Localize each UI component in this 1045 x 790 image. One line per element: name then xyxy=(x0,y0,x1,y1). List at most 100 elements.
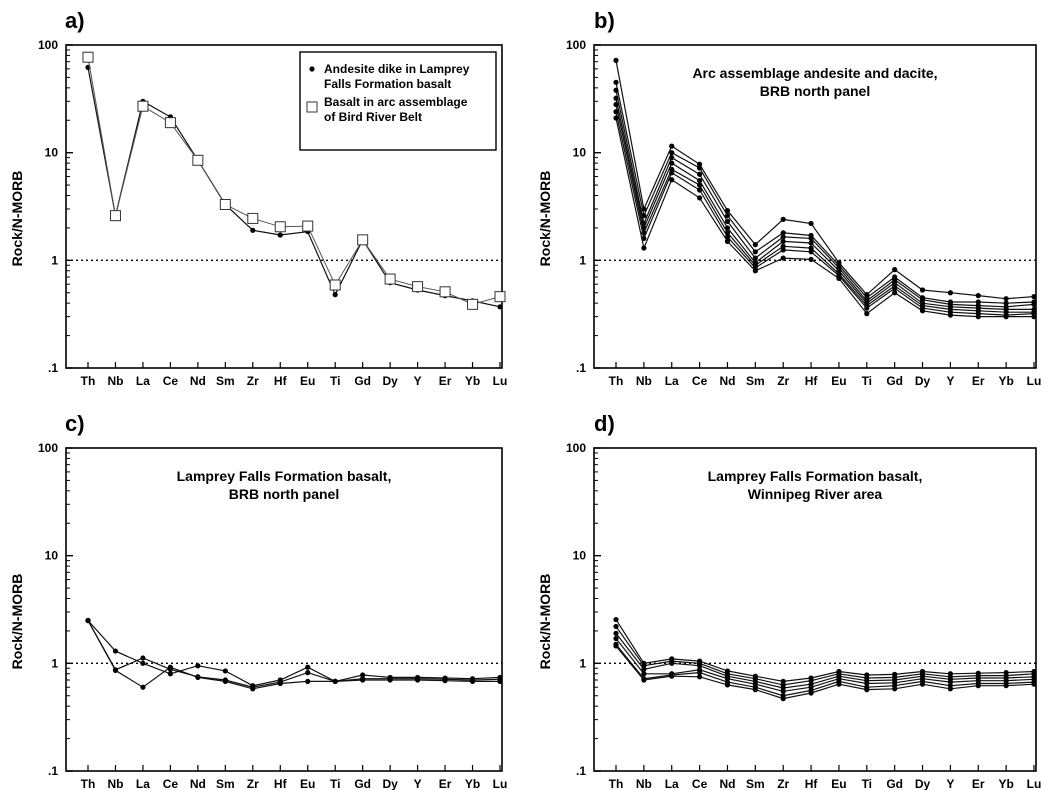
data-point xyxy=(1003,683,1009,689)
x-tick-label: Lu xyxy=(493,374,508,388)
data-point xyxy=(919,308,926,314)
x-tick-label: Ce xyxy=(163,374,179,388)
data-point xyxy=(277,232,283,238)
data-point xyxy=(613,57,619,63)
data-point xyxy=(892,285,898,291)
panel-letter: c) xyxy=(65,411,85,436)
series-line xyxy=(615,645,1035,700)
data-point xyxy=(808,235,814,241)
x-tick-label: Sm xyxy=(216,777,235,790)
x-tick-label: La xyxy=(136,777,150,790)
data-point xyxy=(780,247,786,253)
y-tick-label: 100 xyxy=(38,38,58,52)
data-point xyxy=(752,687,758,693)
data-point xyxy=(947,686,954,692)
x-tick-label: Nd xyxy=(190,374,206,388)
y-tick-label: 1 xyxy=(51,656,58,670)
data-point xyxy=(724,682,731,688)
series-line xyxy=(615,90,1035,308)
series-line xyxy=(615,104,1034,313)
data-point xyxy=(975,293,981,299)
x-tick-label: Gd xyxy=(886,777,903,790)
data-point xyxy=(442,678,448,684)
panel-title: Arc assemblage andesite and dacite, xyxy=(692,65,937,81)
x-tick-label: Hf xyxy=(274,374,288,388)
x-tick-label: Ce xyxy=(692,777,708,790)
x-tick-label: Zr xyxy=(777,777,789,790)
data-point xyxy=(697,178,703,184)
data-point xyxy=(724,213,731,219)
data-point xyxy=(469,678,476,684)
data-point xyxy=(780,688,786,694)
data-point xyxy=(697,171,703,177)
chart-panel-4: d) 100 10 1 .1 Rock/N-MORB Th Nb La Ce Nd Sm Zr Hf Eu T… xyxy=(537,411,1041,790)
x-tick-label: Eu xyxy=(300,374,315,388)
series-line xyxy=(615,117,1034,318)
series-line xyxy=(87,67,501,308)
y-axis-label: Rock/N-MORB xyxy=(537,171,553,267)
x-tick-label: Th xyxy=(81,777,96,790)
y-tick-label: .1 xyxy=(48,764,58,778)
chart-panel-2: b) 100 10 1 .1 Rock/N-MORB Th Nb La Ce Nd Sm Zr Hf Eu T… xyxy=(537,8,1041,388)
x-tick-label: Er xyxy=(972,374,985,388)
x-tick-label: Nb xyxy=(636,777,652,790)
x-tick-label: Hf xyxy=(805,777,819,790)
y-tick-label: 100 xyxy=(38,441,58,455)
data-point xyxy=(752,268,758,274)
data-point-square xyxy=(164,117,176,129)
data-point xyxy=(752,249,758,255)
data-point xyxy=(724,225,731,231)
x-tick-label: Sm xyxy=(746,374,765,388)
data-point xyxy=(808,690,814,696)
data-point-square xyxy=(109,210,121,222)
data-point xyxy=(697,670,703,676)
data-point xyxy=(697,182,703,188)
x-tick-label: Er xyxy=(439,777,452,790)
data-point xyxy=(780,238,786,244)
data-point xyxy=(752,255,758,261)
x-tick-label: Yb xyxy=(998,374,1013,388)
data-point xyxy=(864,680,870,687)
data-point xyxy=(947,679,954,685)
data-point xyxy=(222,668,228,674)
x-tick-label: Yb xyxy=(465,777,480,790)
x-tick-label: Sm xyxy=(746,777,765,790)
x-tick-label: Eu xyxy=(300,777,315,790)
data-point xyxy=(641,671,647,677)
x-tick-label: Zr xyxy=(247,777,259,790)
data-point xyxy=(332,292,338,298)
series-line xyxy=(87,57,501,305)
data-point xyxy=(613,630,619,636)
x-tick-label: Eu xyxy=(831,777,846,790)
data-point xyxy=(975,299,981,305)
data-point xyxy=(613,95,619,101)
data-point-square xyxy=(412,281,424,293)
data-point xyxy=(892,686,898,692)
data-point xyxy=(780,230,786,236)
data-point-square xyxy=(274,221,286,233)
x-tick-label: Dy xyxy=(915,374,931,388)
data-point xyxy=(669,660,675,666)
y-tick-label: 1 xyxy=(579,253,586,267)
x-tick-label: Y xyxy=(414,777,422,790)
legend-square-marker xyxy=(306,101,318,113)
y-tick-label: 100 xyxy=(566,38,586,52)
series-line xyxy=(615,644,1035,697)
data-point xyxy=(808,220,814,227)
y-tick-label: 1 xyxy=(51,253,58,267)
data-point xyxy=(669,177,675,183)
y-tick-label: 10 xyxy=(573,549,587,563)
data-point xyxy=(305,664,311,670)
data-point xyxy=(919,681,926,687)
data-point-square xyxy=(494,291,506,303)
plot-frame xyxy=(593,447,1037,772)
data-point xyxy=(780,255,786,261)
x-tick-label: Zr xyxy=(247,374,259,388)
x-tick-label: Gd xyxy=(354,777,371,790)
x-tick-label: Gd xyxy=(886,374,903,388)
data-point xyxy=(613,87,619,93)
data-point xyxy=(641,677,647,683)
series-line xyxy=(615,111,1035,316)
data-point xyxy=(947,312,954,318)
data-point xyxy=(780,216,786,222)
